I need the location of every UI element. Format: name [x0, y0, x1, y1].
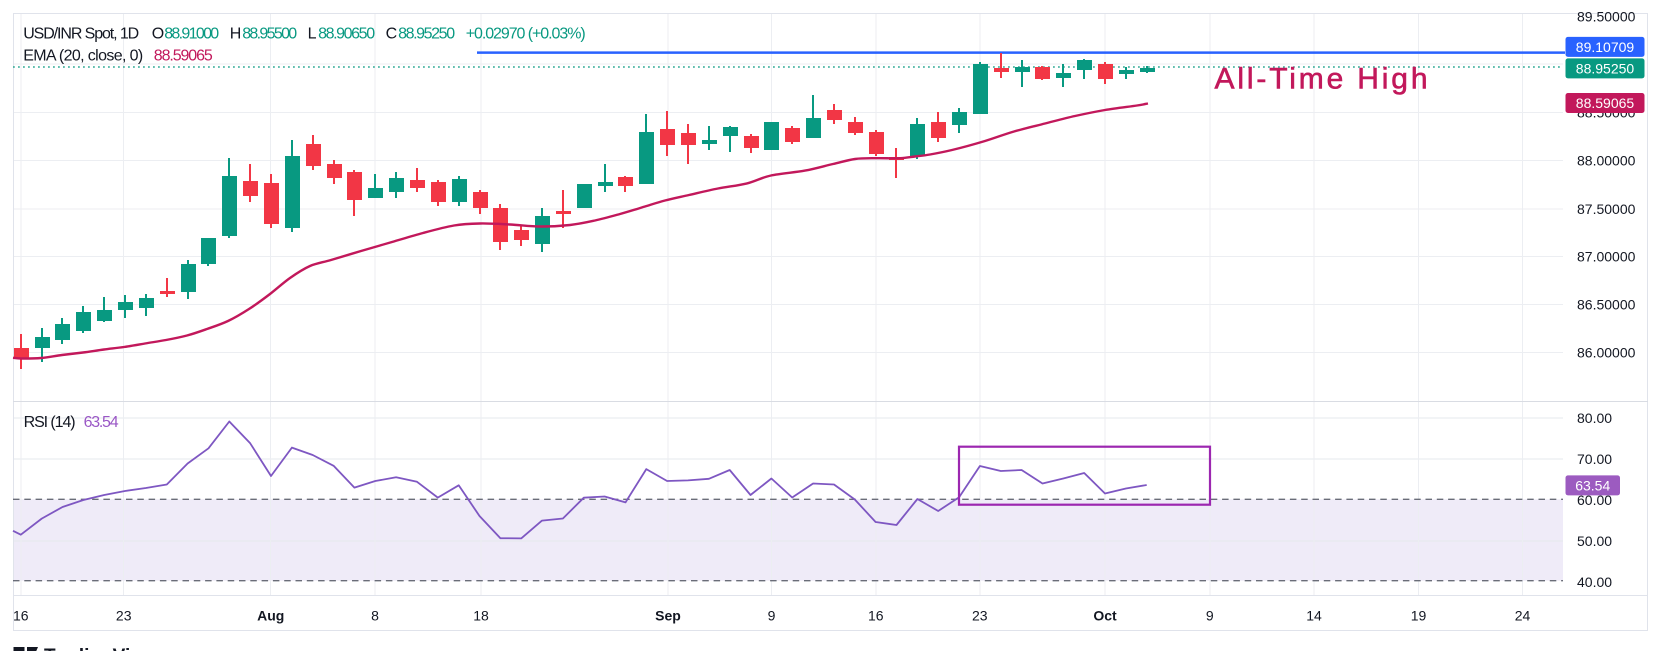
svg-text:USD/INR Spot, 1D: USD/INR Spot, 1D: [23, 26, 139, 43]
svg-text:88.95250: 88.95250: [398, 26, 455, 43]
svg-text:16: 16: [13, 607, 29, 623]
svg-text:23: 23: [972, 607, 988, 623]
svg-text:TradingView: TradingView: [44, 646, 156, 651]
svg-text:+0.02970 (+0.03%): +0.02970 (+0.03%): [466, 26, 586, 43]
svg-text:88.00000: 88.00000: [1577, 152, 1636, 168]
svg-text:88.91000: 88.91000: [164, 26, 219, 43]
svg-text:88.95250: 88.95250: [1576, 60, 1635, 76]
svg-text:60.00: 60.00: [1577, 492, 1612, 508]
svg-text:H: H: [230, 26, 242, 43]
svg-text:63.54: 63.54: [84, 414, 119, 431]
svg-text:9: 9: [1206, 607, 1214, 623]
svg-text:88.95500: 88.95500: [242, 26, 297, 43]
svg-text:Oct: Oct: [1093, 607, 1117, 623]
svg-text:23: 23: [116, 607, 132, 623]
svg-text:14: 14: [1306, 607, 1322, 623]
svg-text:88.59065: 88.59065: [1576, 95, 1635, 111]
svg-text:87.50000: 87.50000: [1577, 201, 1636, 217]
svg-text:16: 16: [868, 607, 884, 623]
svg-text:87.00000: 87.00000: [1577, 249, 1636, 265]
svg-text:8: 8: [371, 607, 379, 623]
svg-text:O: O: [152, 26, 164, 43]
svg-text:RSI (14): RSI (14): [24, 414, 76, 431]
svg-text:88.90650: 88.90650: [318, 26, 375, 43]
svg-text:L: L: [308, 26, 317, 43]
svg-text:Aug: Aug: [257, 607, 284, 623]
svg-text:86.50000: 86.50000: [1577, 297, 1636, 313]
svg-text:Sep: Sep: [655, 607, 681, 623]
svg-text:9: 9: [768, 607, 776, 623]
svg-text:88.59065: 88.59065: [154, 48, 213, 65]
svg-text:70.00: 70.00: [1577, 451, 1612, 467]
svg-text:86.00000: 86.00000: [1577, 345, 1636, 361]
svg-text:C: C: [386, 26, 398, 43]
svg-text:40.00: 40.00: [1577, 574, 1612, 590]
svg-text:19: 19: [1411, 607, 1427, 623]
svg-text:80.00: 80.00: [1577, 410, 1612, 426]
svg-text:All-Time High: All-Time High: [1215, 63, 1428, 96]
svg-text:18: 18: [473, 607, 489, 623]
svg-text:89.10709: 89.10709: [1576, 39, 1635, 55]
svg-text:EMA (20, close, 0): EMA (20, close, 0): [23, 48, 143, 65]
svg-text:24: 24: [1515, 607, 1531, 623]
svg-text:89.50000: 89.50000: [1577, 8, 1636, 24]
svg-text:63.54: 63.54: [1575, 477, 1610, 493]
svg-text:50.00: 50.00: [1577, 533, 1612, 549]
